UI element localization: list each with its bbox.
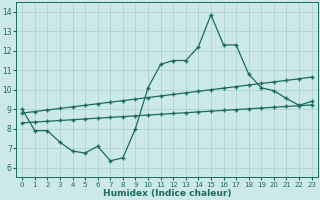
X-axis label: Humidex (Indice chaleur): Humidex (Indice chaleur) (103, 189, 231, 198)
